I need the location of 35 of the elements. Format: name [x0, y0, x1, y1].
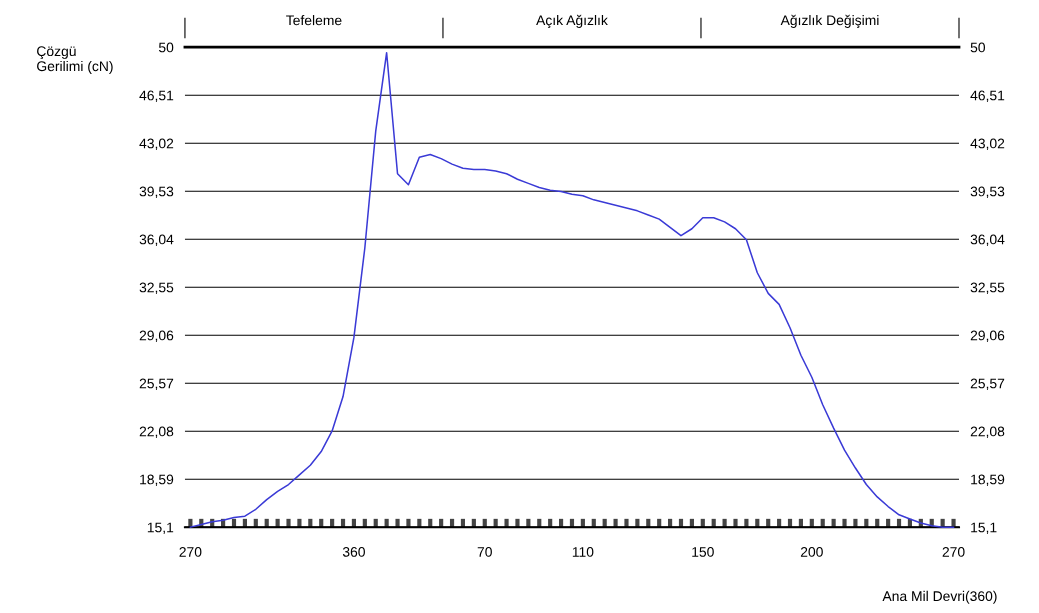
y-tick-label: 18,59	[140, 474, 174, 486]
text: Tefeleme	[286, 15, 342, 26]
y-tick-label: 22,08	[139, 426, 174, 438]
line-series	[189, 51, 955, 528]
x-tick-label: 270	[179, 546, 202, 557]
y-tick-label: 43,02	[139, 138, 174, 151]
x-tick-label: 110	[572, 546, 594, 557]
y-tick-label: 32,55	[139, 282, 174, 294]
y2-tick-label: 46,51	[970, 90, 1005, 103]
y2-tick-label: 18,59	[971, 474, 1005, 486]
y-tick-label: 25,57	[139, 378, 174, 390]
text: Ağızlık Değişimi	[780, 14, 879, 28]
y2-tick-label: 22,08	[970, 426, 1005, 438]
y2-tick-label: 39,53	[970, 186, 1005, 198]
y2-tick-label: 36,04	[970, 234, 1005, 246]
y2-tick-label: 50	[970, 42, 986, 53]
y2-tick-label: 25,57	[970, 378, 1005, 390]
y-axis-title: Çözgü Gerilimi (cN)	[37, 46, 113, 74]
y-tick-label: 46,51	[139, 90, 174, 103]
y2-tick-label: 32,55	[970, 282, 1005, 294]
y-tick-label: 15,1	[147, 522, 174, 534]
y-tick-label: 36,04	[139, 234, 174, 246]
x-tick-label: 360	[342, 546, 365, 557]
x-tick-label: 270	[942, 546, 965, 557]
y-tick-label: 39,53	[139, 186, 174, 198]
x-axis-title: Ana Mil Devri(360)	[882, 590, 997, 604]
y2-tick-label: 43,02	[970, 138, 1005, 151]
y2-tick-label: 15,1	[971, 522, 997, 534]
x-tick-label: 70	[477, 546, 492, 557]
x-tick-label: 200	[800, 546, 823, 557]
x-tick-label: 150	[692, 546, 714, 557]
y-tick-label: 50	[158, 42, 174, 53]
text: Açık Ağızlık	[536, 14, 608, 28]
y2-tick-label: 29,06	[970, 330, 1005, 342]
y-tick-label: 29,06	[139, 330, 174, 342]
